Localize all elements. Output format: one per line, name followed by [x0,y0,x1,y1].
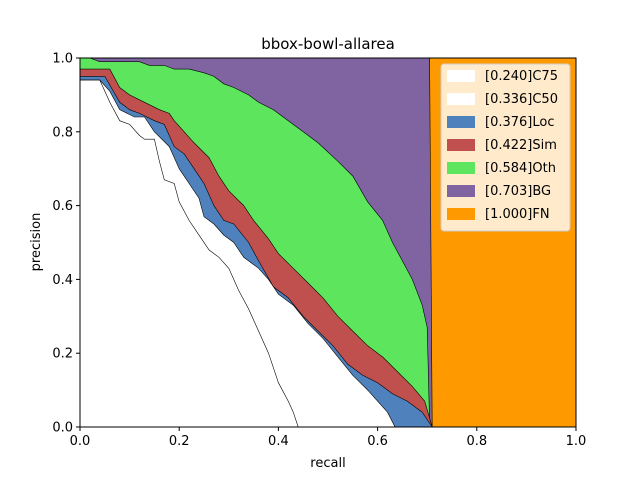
x-tick-label: 0.2 [169,434,190,449]
legend-label: [0.240]C75 [485,69,558,84]
y-tick-label: 0.6 [52,199,73,214]
x-axis: 0.0 0.2 0.4 0.6 0.8 1.0 [70,427,587,449]
x-axis-label: recall [310,456,345,471]
legend-label: [0.376]Loc [485,115,554,130]
legend-swatch [447,93,475,105]
y-tick-label: 0.2 [52,347,73,362]
x-tick-label: 0.0 [70,434,91,449]
legend-swatch [447,139,475,151]
x-tick-label: 0.8 [466,434,487,449]
y-tick-label: 0.4 [52,273,73,288]
x-tick-label: 0.4 [268,434,289,449]
legend-label: [1.000]FN [485,207,550,222]
plot-frame [79,57,577,428]
area-0-240-c75 [79,58,299,428]
legend-label: [0.336]C50 [485,92,558,107]
legend: [0.240]C75 [0.336]C50 [0.376]Loc [0.422]Sim… [440,63,571,232]
y-axis: 0.0 0.2 0.4 0.6 0.8 1.0 [52,52,80,436]
legend-swatch [447,208,475,220]
legend-label: [0.703]BG [485,184,551,199]
y-tick-label: 1.0 [52,52,73,67]
chart-title: bbox-bowl-allarea [261,35,395,53]
legend-swatch [447,116,475,128]
legend-swatch [447,70,475,82]
y-tick-label: 0.8 [52,125,73,140]
legend-label: [0.584]Oth [485,161,556,176]
x-tick-label: 0.6 [367,434,388,449]
y-tick-label: 0.0 [52,421,73,436]
x-tick-label: 1.0 [566,434,587,449]
legend-label: [0.422]Sim [485,138,557,153]
legend-swatch [447,162,475,174]
y-axis-label: precision [29,213,44,272]
legend-swatch [447,185,475,197]
